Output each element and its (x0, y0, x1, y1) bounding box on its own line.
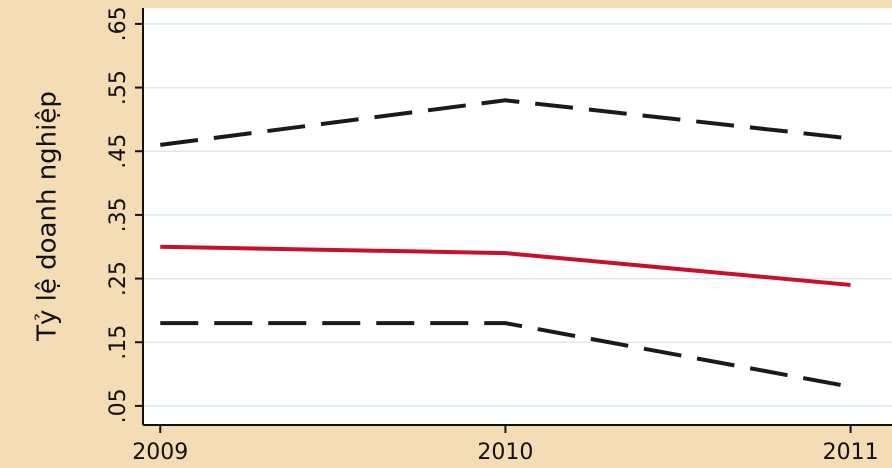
line-series (160, 98, 851, 147)
y-tick-label: .65 (106, 6, 131, 41)
y-tick-label: .15 (106, 325, 131, 360)
y-tick-label: .55 (106, 70, 131, 105)
x-tick-label: 2010 (477, 440, 533, 465)
x-tick-label: 2011 (823, 440, 879, 465)
plot-area (143, 8, 892, 425)
x-tick-label: 2009 (132, 440, 188, 465)
line-series (160, 321, 851, 389)
y-axis-label: Tỷ lệ doanh nghiệp (33, 91, 63, 342)
y-tick-label: .05 (106, 388, 131, 423)
y-tick-label: .25 (106, 261, 131, 296)
y-tick-label: .35 (106, 197, 131, 232)
line-series (160, 244, 851, 287)
y-tick-label: .45 (106, 134, 131, 169)
